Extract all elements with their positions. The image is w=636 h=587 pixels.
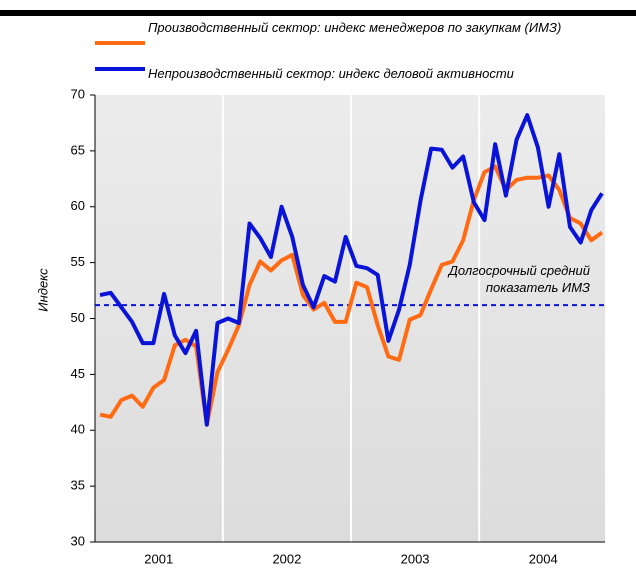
y-tick-label: 40 (71, 422, 85, 437)
reference-label: Долгосрочный средний показатель ИМЗ (448, 263, 590, 295)
x-tick-label: 2003 (401, 551, 430, 566)
top-bar (0, 10, 636, 16)
y-axis-label: Индекс (35, 268, 50, 312)
y-tick-label: 45 (71, 366, 85, 381)
y-tick-label: 65 (71, 142, 85, 157)
legend-entry: Непроизводственный сектор: индекс делово… (148, 66, 514, 81)
y-tick-label: 70 (71, 86, 85, 101)
y-tick-label: 55 (71, 254, 85, 269)
legend-entry: Производственный сектор: индекс менеджер… (148, 20, 562, 35)
x-tick-label: 2002 (272, 551, 301, 566)
y-tick-label: 35 (71, 478, 85, 493)
series-line (99, 164, 604, 427)
y-tick-label: 30 (71, 533, 85, 548)
series-line (99, 113, 604, 427)
y-tick-label: 60 (71, 198, 85, 213)
x-tick-label: 2001 (144, 551, 173, 566)
x-tick-label: 2004 (529, 551, 558, 566)
annotation-box: Долгосрочный средний показатель ИМЗ (448, 263, 590, 295)
y-tick-label: 50 (71, 310, 85, 325)
